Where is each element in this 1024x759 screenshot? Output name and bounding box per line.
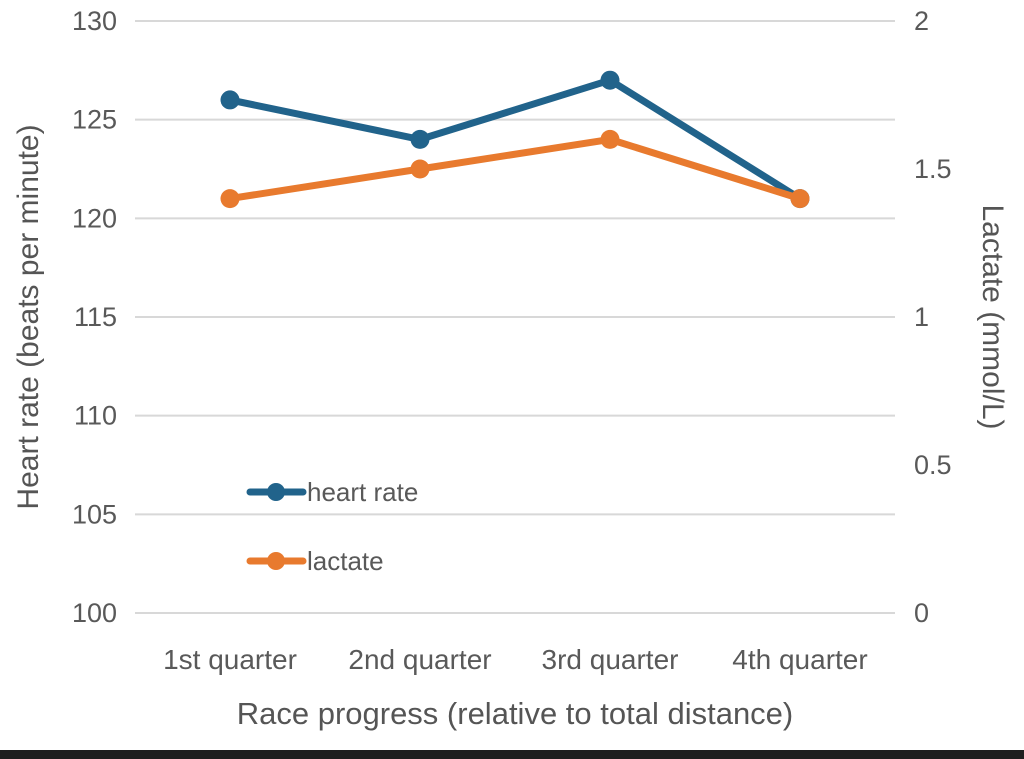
data-point-heart-rate [600,70,620,90]
left-axis-tick-label: 130 [72,6,117,36]
left-axis-tick-label: 125 [72,105,117,135]
data-point-lactate [220,189,240,209]
left-axis-tick-label: 105 [72,499,117,529]
data-point-lactate [410,159,430,179]
axis-tick-labels: 130 125 120 115 110 105 100 2 1.5 1 0.5 0 1st quarte… [72,6,952,675]
data-point-heart-rate [220,90,240,110]
data-point-heart-rate [410,129,430,149]
series-lines [220,70,810,209]
bottom-edge-bar [0,750,1024,759]
legend-swatch-marker [267,483,285,501]
x-axis-category-label: 2nd quarter [348,644,491,675]
left-axis-tick-label: 120 [72,203,117,233]
right-axis-tick-label: 1.5 [914,154,952,184]
legend: heart rate lactate [246,477,418,576]
right-axis-tick-label: 0.5 [914,450,952,480]
x-axis-category-label: 4th quarter [732,644,867,675]
left-axis-title: Heart rate (beats per minute) [12,124,45,509]
left-axis-tick-label: 100 [72,598,117,628]
series-line-lactate [226,135,804,203]
x-axis-title: Race progress (relative to total distanc… [237,696,794,731]
right-axis-tick-label: 1 [914,302,929,332]
left-axis-tick-label: 115 [74,302,117,332]
left-axis-tick-label: 110 [74,401,117,431]
legend-label: heart rate [307,477,418,507]
data-point-lactate [600,129,620,149]
legend-label: lactate [307,546,384,576]
data-point-lactate [790,189,810,209]
x-axis-category-label: 3rd quarter [542,644,679,675]
legend-swatch-marker [267,552,285,570]
series-line-heart-rate [226,76,804,203]
right-axis-tick-label: 2 [914,6,929,36]
gridlines [135,20,895,614]
right-axis-tick-label: 0 [914,598,929,628]
x-axis-category-label: 1st quarter [163,644,297,675]
right-axis-title: Lactate (mmol/L) [976,204,1009,429]
